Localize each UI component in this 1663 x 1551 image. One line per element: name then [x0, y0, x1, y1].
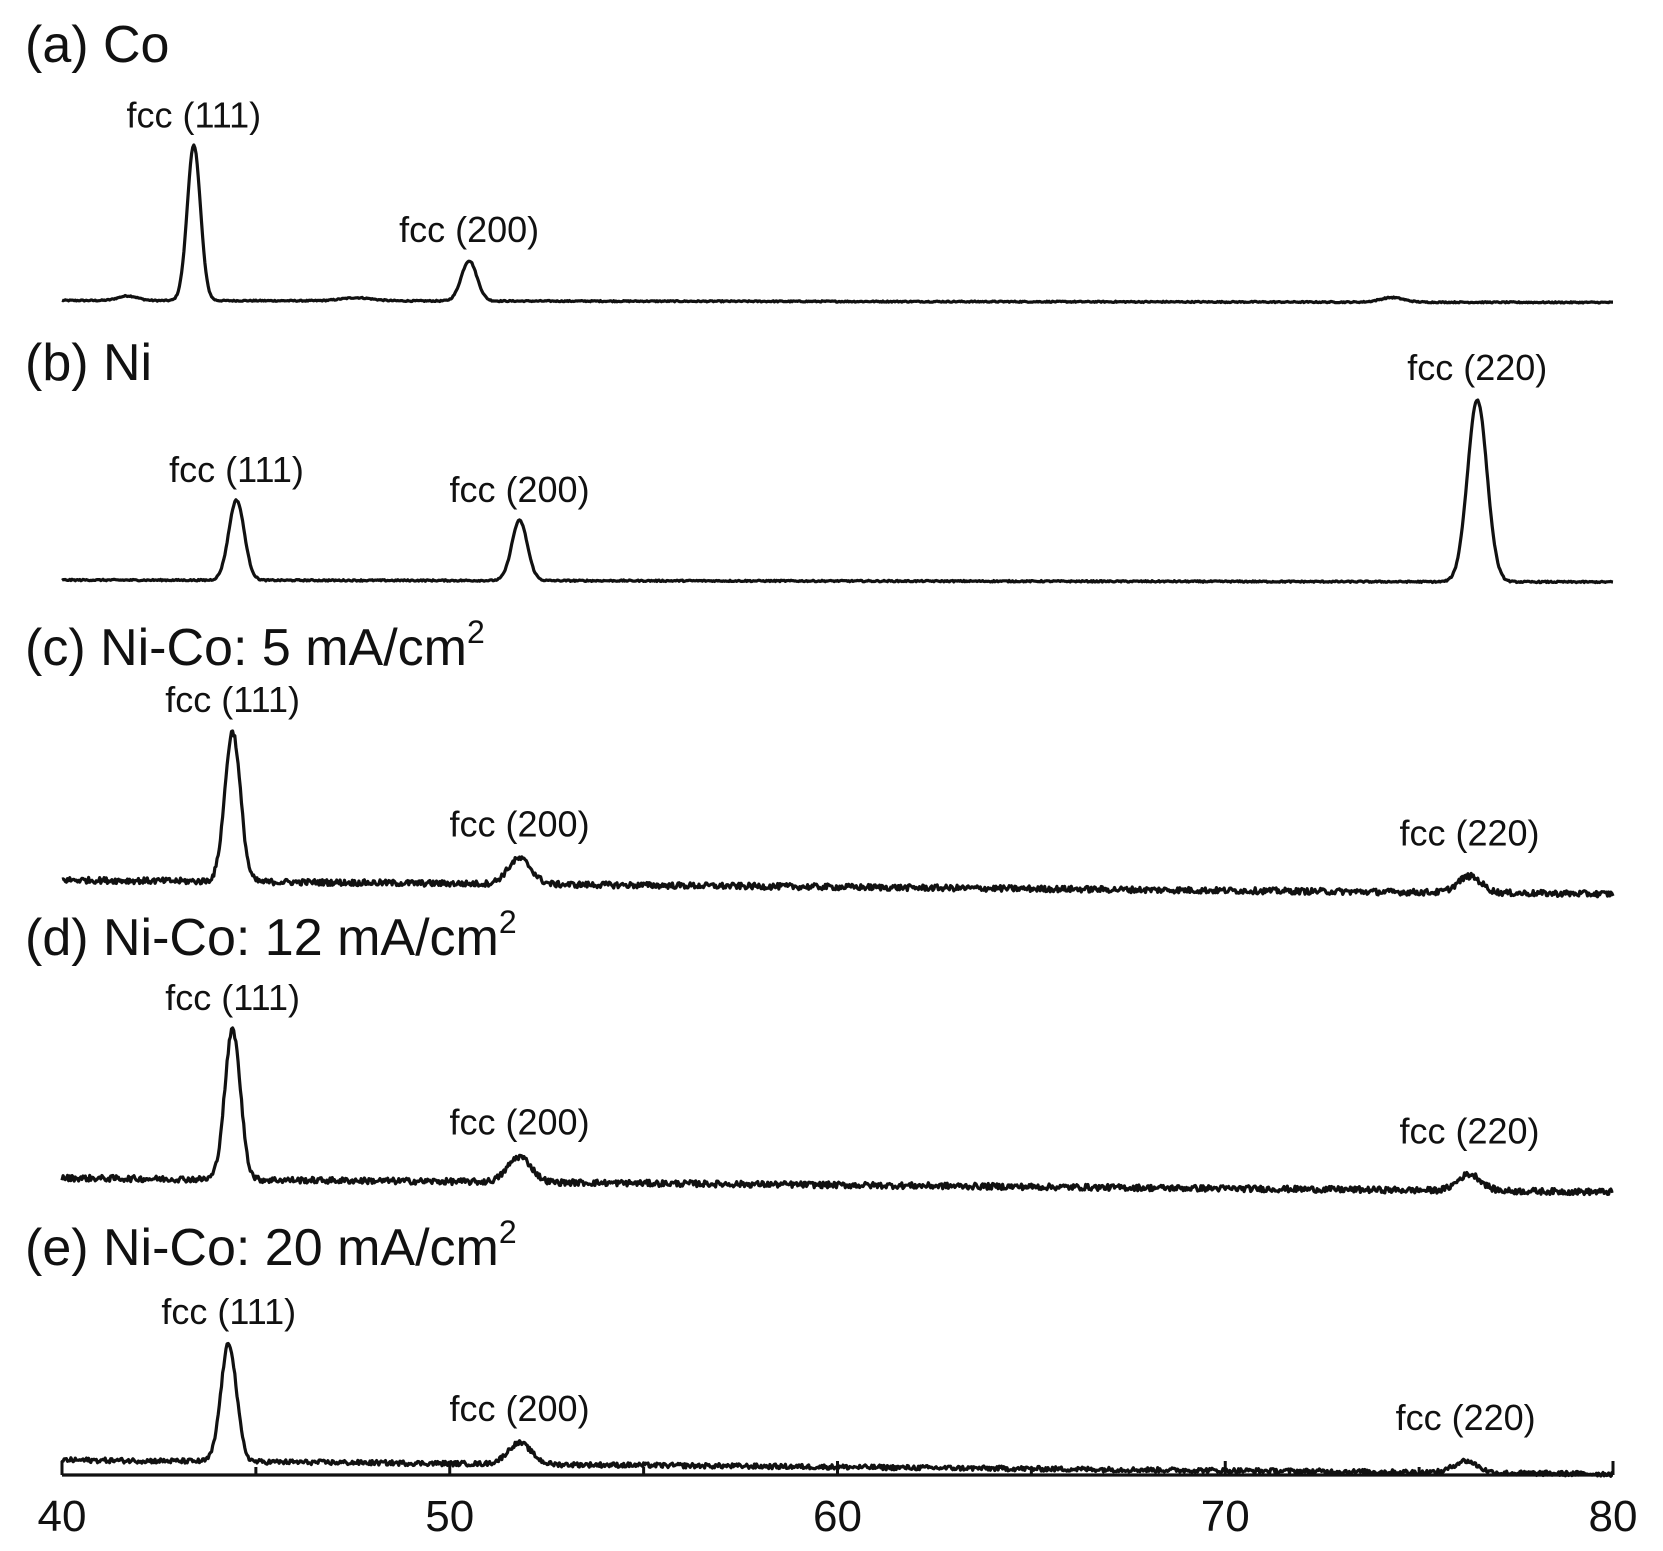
panel-title-0: (a) Co — [25, 16, 169, 74]
xrd-curve-0 — [61, 143, 1614, 305]
panels-layer: (a) Co fcc (111) fcc (200) (b) Ni fcc (111) f… — [25, 16, 1615, 1478]
peak-label: fcc (200) — [450, 1102, 590, 1143]
panel-title-text: (e) Ni-Co: 20 mA/cm — [25, 1219, 499, 1277]
peak-label: fcc (200) — [450, 1388, 590, 1429]
panel-title-3: (d) Ni-Co: 12 mA/cm2 — [25, 904, 517, 967]
panel-1: (b) Ni fcc (111) fcc (200) fcc (220) — [25, 334, 1614, 585]
panel-title-text: (d) Ni-Co: 12 mA/cm — [25, 909, 499, 967]
peak-label: fcc (200) — [450, 804, 590, 845]
panel-0: (a) Co fcc (111) fcc (200) — [25, 16, 1614, 305]
x-tick-label: 70 — [1201, 1492, 1250, 1541]
x-axis: 40 50 60 70 80 — [38, 1461, 1638, 1541]
x-tick-label: 60 — [813, 1492, 862, 1541]
peak-label: fcc (200) — [450, 469, 590, 510]
panel-title-text: (c) Ni-Co: 5 mA/cm — [25, 619, 467, 677]
peak-label: fcc (220) — [1400, 1111, 1540, 1152]
panel-title-text: (b) Ni — [25, 334, 152, 392]
panel-title-text: (a) Co — [25, 16, 169, 74]
panel-3: (d) Ni-Co: 12 mA/cm2 fcc (111) fcc (200) fc… — [25, 904, 1614, 1197]
panel-title-superscript: 2 — [467, 614, 485, 650]
peak-label: fcc (111) — [165, 977, 300, 1018]
peak-label: fcc (220) — [1407, 347, 1547, 388]
panel-title-superscript: 2 — [499, 1214, 517, 1250]
peak-label: fcc (111) — [165, 679, 300, 720]
x-tick-label: 40 — [38, 1492, 87, 1541]
x-tick-label: 50 — [425, 1492, 474, 1541]
xrd-curve-2 — [61, 729, 1615, 899]
peak-label: fcc (111) — [126, 94, 261, 135]
xrd-curve-1 — [61, 398, 1614, 585]
panel-title-1: (b) Ni — [25, 334, 152, 392]
x-tick-label: 80 — [1589, 1492, 1638, 1541]
peak-label: fcc (200) — [399, 209, 539, 250]
xrd-curve-3 — [60, 1026, 1614, 1197]
xrd-curve-4 — [60, 1341, 1615, 1478]
panel-title-4: (e) Ni-Co: 20 mA/cm2 — [25, 1214, 517, 1277]
peak-label: fcc (111) — [161, 1291, 296, 1332]
panel-4: (e) Ni-Co: 20 mA/cm2 fcc (111) fcc (200) fc… — [25, 1214, 1615, 1478]
panel-title-superscript: 2 — [499, 904, 517, 940]
peak-label: fcc (220) — [1396, 1397, 1536, 1438]
peak-label: fcc (220) — [1400, 813, 1540, 854]
peak-label: fcc (111) — [169, 449, 304, 490]
panel-title-2: (c) Ni-Co: 5 mA/cm2 — [25, 614, 485, 677]
